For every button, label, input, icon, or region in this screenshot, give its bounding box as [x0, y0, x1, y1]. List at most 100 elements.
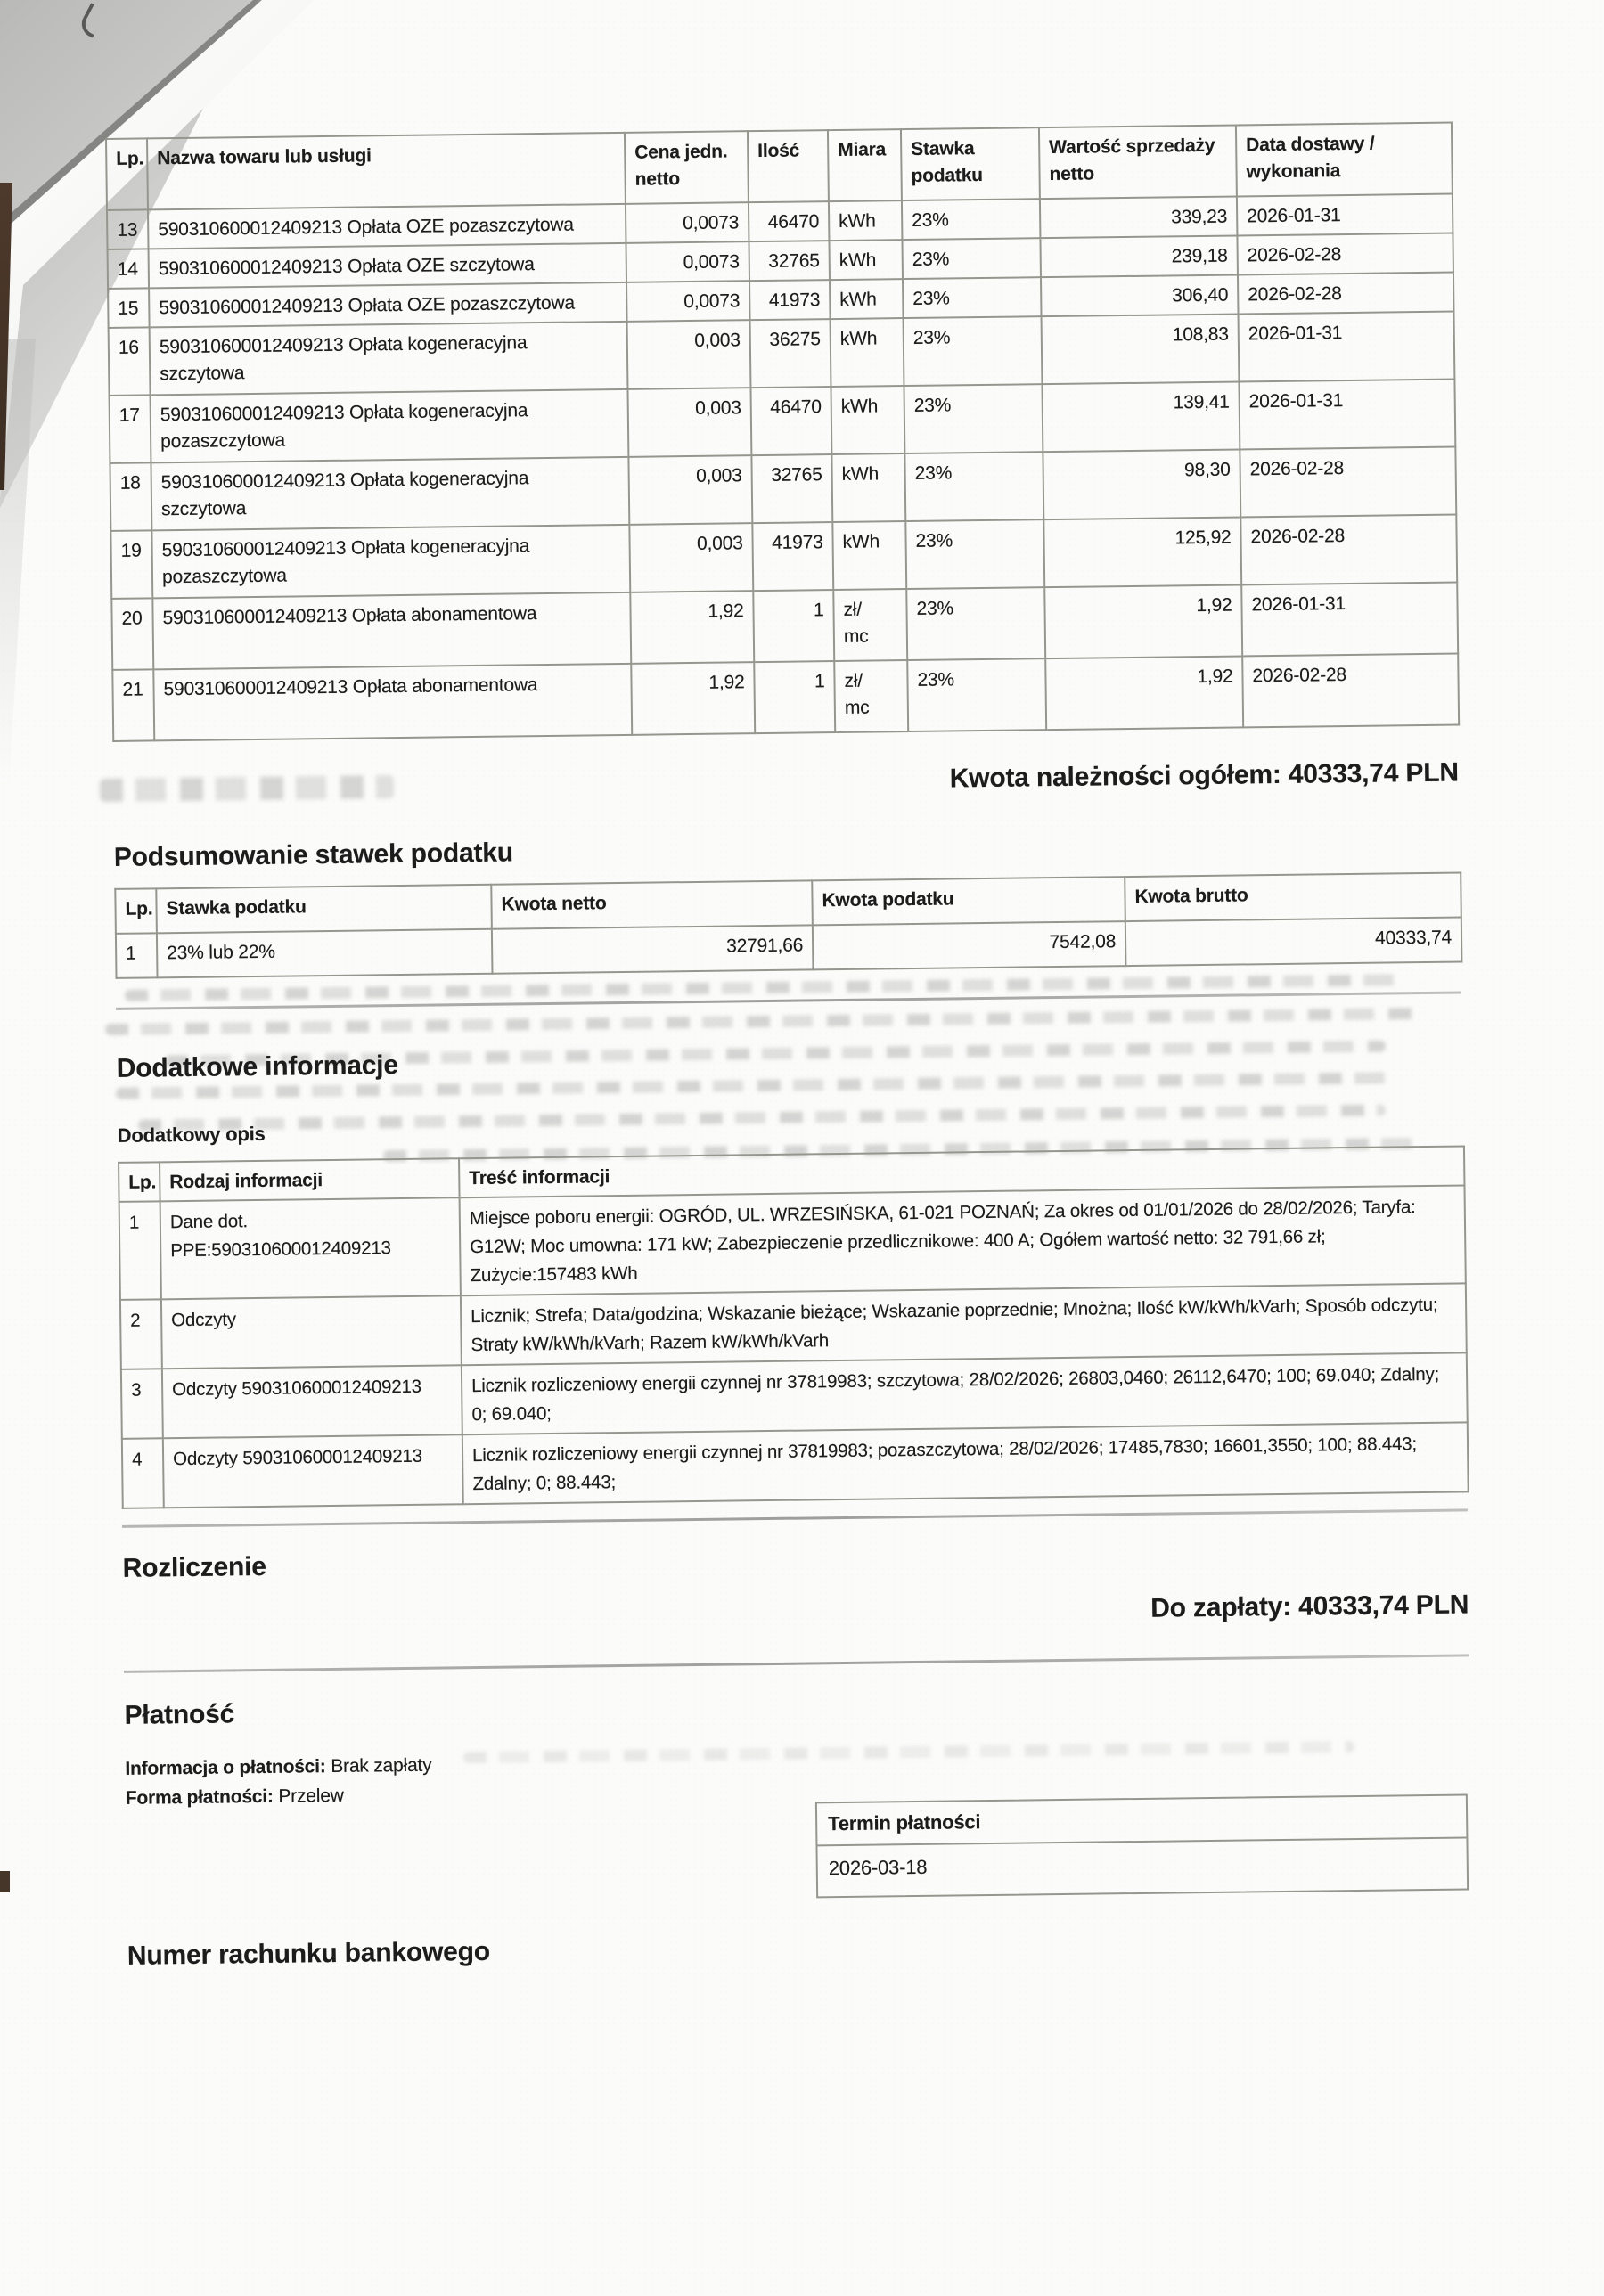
cell-rate: 23% lub 22%	[156, 928, 493, 978]
col-header-lp: Lp.	[119, 1162, 160, 1202]
cell-lp: 19	[110, 530, 153, 599]
cell-date: 2026-01-31	[1241, 582, 1459, 657]
cell-date: 2026-01-31	[1239, 379, 1456, 450]
payment-deadline-value: 2026-03-18	[828, 1855, 928, 1880]
col-header-lp: Lp.	[115, 888, 157, 934]
cell-price: 0,003	[628, 455, 753, 525]
cell-tax: 23%	[906, 587, 1046, 661]
cell-net: 306,40	[1040, 274, 1239, 317]
cell-name: 590310600012409213 Opłata OZE pozaszczyt…	[149, 282, 627, 328]
cell-price: 0,0073	[626, 241, 750, 282]
payment-form-label: Forma płatności:	[125, 1785, 274, 1809]
cell-date: 2026-01-31	[1238, 311, 1455, 382]
cell-tax: 23%	[903, 316, 1043, 387]
cell-tax: 23%	[905, 519, 1045, 590]
cell-name: 590310600012409213 Opłata kogeneracyjna …	[151, 456, 630, 531]
cell-name: 590310600012409213 Opłata kogeneracyjna …	[150, 388, 629, 463]
cell-qty: 1	[754, 661, 836, 734]
cell-lp: 15	[108, 288, 150, 328]
cell-price: 1,92	[631, 662, 756, 735]
cell-lp: 14	[107, 249, 150, 289]
cell-type: Odczyty 590310600012409213	[161, 1365, 462, 1439]
invoice-items-table: Lp. Nazwa towaru lub usługi Cena jedn. n…	[105, 122, 1460, 742]
left-edge-mark	[0, 1871, 10, 1892]
cell-unit: kWh	[832, 521, 907, 591]
tax-summary-title: Podsumowanie stawek podatku	[113, 838, 514, 872]
cell-price: 0,003	[629, 523, 754, 592]
cell-tax: 23%	[904, 452, 1044, 522]
cell-date: 2026-02-28	[1240, 446, 1457, 518]
cell-qty: 46470	[750, 387, 832, 456]
payment-form-value: Przelew	[278, 1785, 344, 1807]
cell-lp: 1	[115, 933, 158, 978]
cell-lp: 4	[121, 1438, 164, 1508]
cell-unit: zł/ mc	[833, 589, 908, 662]
cell-price: 0,003	[627, 388, 752, 457]
cell-net: 32791,66	[491, 925, 814, 974]
cell-net: 108,83	[1041, 314, 1240, 385]
col-header-tax-amount: Kwota podatku	[812, 877, 1125, 926]
payment-deadline-box: Termin płatności 2026-03-18	[814, 1793, 1469, 1899]
cell-net: 125,92	[1043, 517, 1242, 588]
cell-price: 0,0073	[626, 281, 750, 322]
cell-date: 2026-01-31	[1236, 193, 1453, 236]
cell-unit: kWh	[831, 453, 906, 523]
cell-content: Licznik rozliczeniowy energii czynnej nr…	[462, 1422, 1469, 1505]
additional-description-label: Dodatkowy opis	[117, 1122, 266, 1147]
payment-title: Płatność	[124, 1699, 235, 1730]
bank-account-title: Numer rachunku bankowego	[127, 1936, 491, 1971]
col-header-measure: Miara	[827, 129, 902, 202]
settlement-title: Rozliczenie	[122, 1551, 266, 1583]
section-divider	[122, 1508, 1468, 1528]
col-header-delivery-date: Data dostawy / wykonania	[1235, 122, 1453, 197]
info-row: 1 Dane dot. PPE:590310600012409213 Miejs…	[119, 1185, 1466, 1300]
cell-qty: 46470	[748, 201, 830, 242]
payment-info-value: Brak zapłaty	[331, 1754, 432, 1777]
cell-net: 1,92	[1045, 656, 1244, 731]
section-divider	[124, 1654, 1469, 1673]
col-header-tax-rate: Stawka podatku	[900, 127, 1040, 201]
amount-due-line: Do zapłaty: 40333,74 PLN	[1150, 1589, 1469, 1623]
payment-info-label: Informacja o płatności:	[125, 1756, 326, 1779]
cell-net: 1,92	[1044, 584, 1243, 659]
table-row: 21 590310600012409213 Opłata abonamentow…	[112, 653, 1460, 741]
cell-qty: 32765	[749, 241, 831, 282]
cell-date: 2026-02-28	[1240, 514, 1458, 585]
additional-info-title: Dodatkowe informacje	[116, 1050, 399, 1083]
cell-lp: 13	[106, 209, 149, 249]
invoice-content: Lp. Nazwa towaru lub usługi Cena jedn. n…	[105, 122, 1473, 1973]
cell-unit: zł/ mc	[834, 660, 909, 733]
cell-tax: 23%	[902, 238, 1041, 280]
col-header-name: Nazwa towaru lub usługi	[147, 132, 626, 210]
col-header-net-value: Wartość sprzedaży netto	[1038, 125, 1237, 200]
cell-qty: 41973	[752, 522, 834, 592]
cell-lp: 3	[120, 1369, 163, 1439]
cell-date: 2026-02-28	[1237, 272, 1454, 315]
cell-tax: 7542,08	[812, 921, 1126, 970]
cell-lp: 2	[119, 1299, 162, 1369]
col-header-gross-amount: Kwota brutto	[1125, 872, 1461, 922]
cell-lp: 18	[110, 462, 152, 531]
cell-qty: 1	[753, 590, 835, 663]
cell-unit: kWh	[830, 318, 904, 388]
cell-qty: 32765	[751, 454, 833, 524]
col-header-net-amount: Kwota netto	[491, 880, 813, 929]
cell-tax: 23%	[901, 199, 1041, 241]
cell-net: 239,18	[1040, 235, 1238, 278]
cell-name: 590310600012409213 Opłata kogeneracyjna …	[151, 524, 631, 599]
cell-content: Miejsce poboru energii: OGRÓD, UL. WRZES…	[459, 1185, 1466, 1296]
section-divider	[115, 991, 1461, 1010]
cell-unit: kWh	[831, 386, 905, 455]
cell-tax: 23%	[904, 384, 1043, 454]
additional-info-table: Lp. Rodzaj informacji Treść informacji 1…	[118, 1145, 1469, 1508]
cell-type: Odczyty 590310600012409213	[162, 1434, 463, 1508]
cell-name: 590310600012409213 Opłata abonamentowa	[152, 592, 632, 670]
cell-net: 339,23	[1039, 196, 1238, 239]
cell-price: 1,92	[630, 591, 755, 664]
cell-type: Odczyty	[160, 1295, 462, 1369]
col-header-lp: Lp.	[106, 138, 148, 210]
cell-lp: 1	[119, 1201, 161, 1300]
cell-date: 2026-02-28	[1242, 653, 1460, 728]
cell-content: Licznik rozliczeniowy energii czynnej nr…	[461, 1352, 1468, 1435]
